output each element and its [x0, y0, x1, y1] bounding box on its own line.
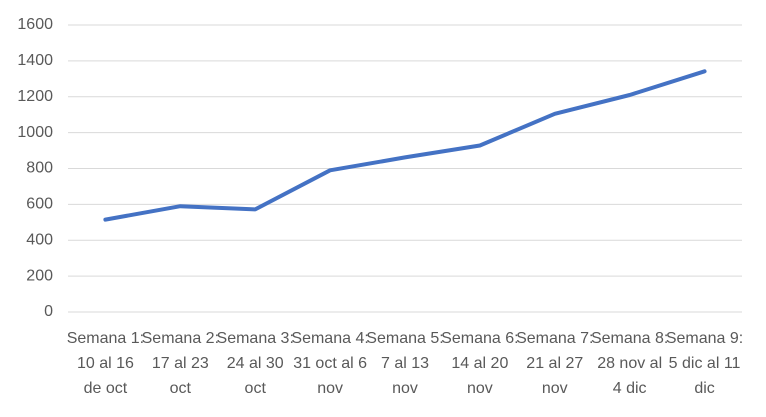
y-tick-label: 600 — [26, 196, 53, 213]
y-tick-label: 400 — [26, 231, 53, 248]
x-tick-label: Semana 3: 24 al 30 oct — [216, 330, 294, 397]
y-tick-label: 200 — [26, 267, 53, 284]
x-tick-label: Semana 1: 10 al 16 de oct — [66, 330, 145, 397]
y-tick-label: 1400 — [17, 52, 53, 69]
x-tick-label: Semana 6: 14 al 20 nov — [441, 330, 519, 397]
y-tick-label: 1000 — [17, 124, 53, 141]
y-tick-label: 800 — [26, 160, 53, 177]
x-tick-label: Semana 2: 17 al 23 oct — [141, 330, 220, 397]
x-tick-label: Semana 7: 21 al 27 nov — [516, 330, 594, 397]
x-tick-label: Semana 4: 31 oct al 6 nov — [291, 330, 369, 397]
x-tick-label: Semana 9: 5 dic al 11 dic — [665, 330, 744, 397]
y-tick-label: 0 — [44, 303, 53, 320]
x-tick-label: Semana 8: 28 nov al 4 dic — [590, 330, 669, 397]
x-tick-label: Semana 5: 7 al 13 nov — [366, 330, 444, 397]
y-tick-label: 1600 — [17, 16, 53, 33]
y-tick-label: 1200 — [17, 88, 53, 105]
line-series — [103, 69, 707, 222]
